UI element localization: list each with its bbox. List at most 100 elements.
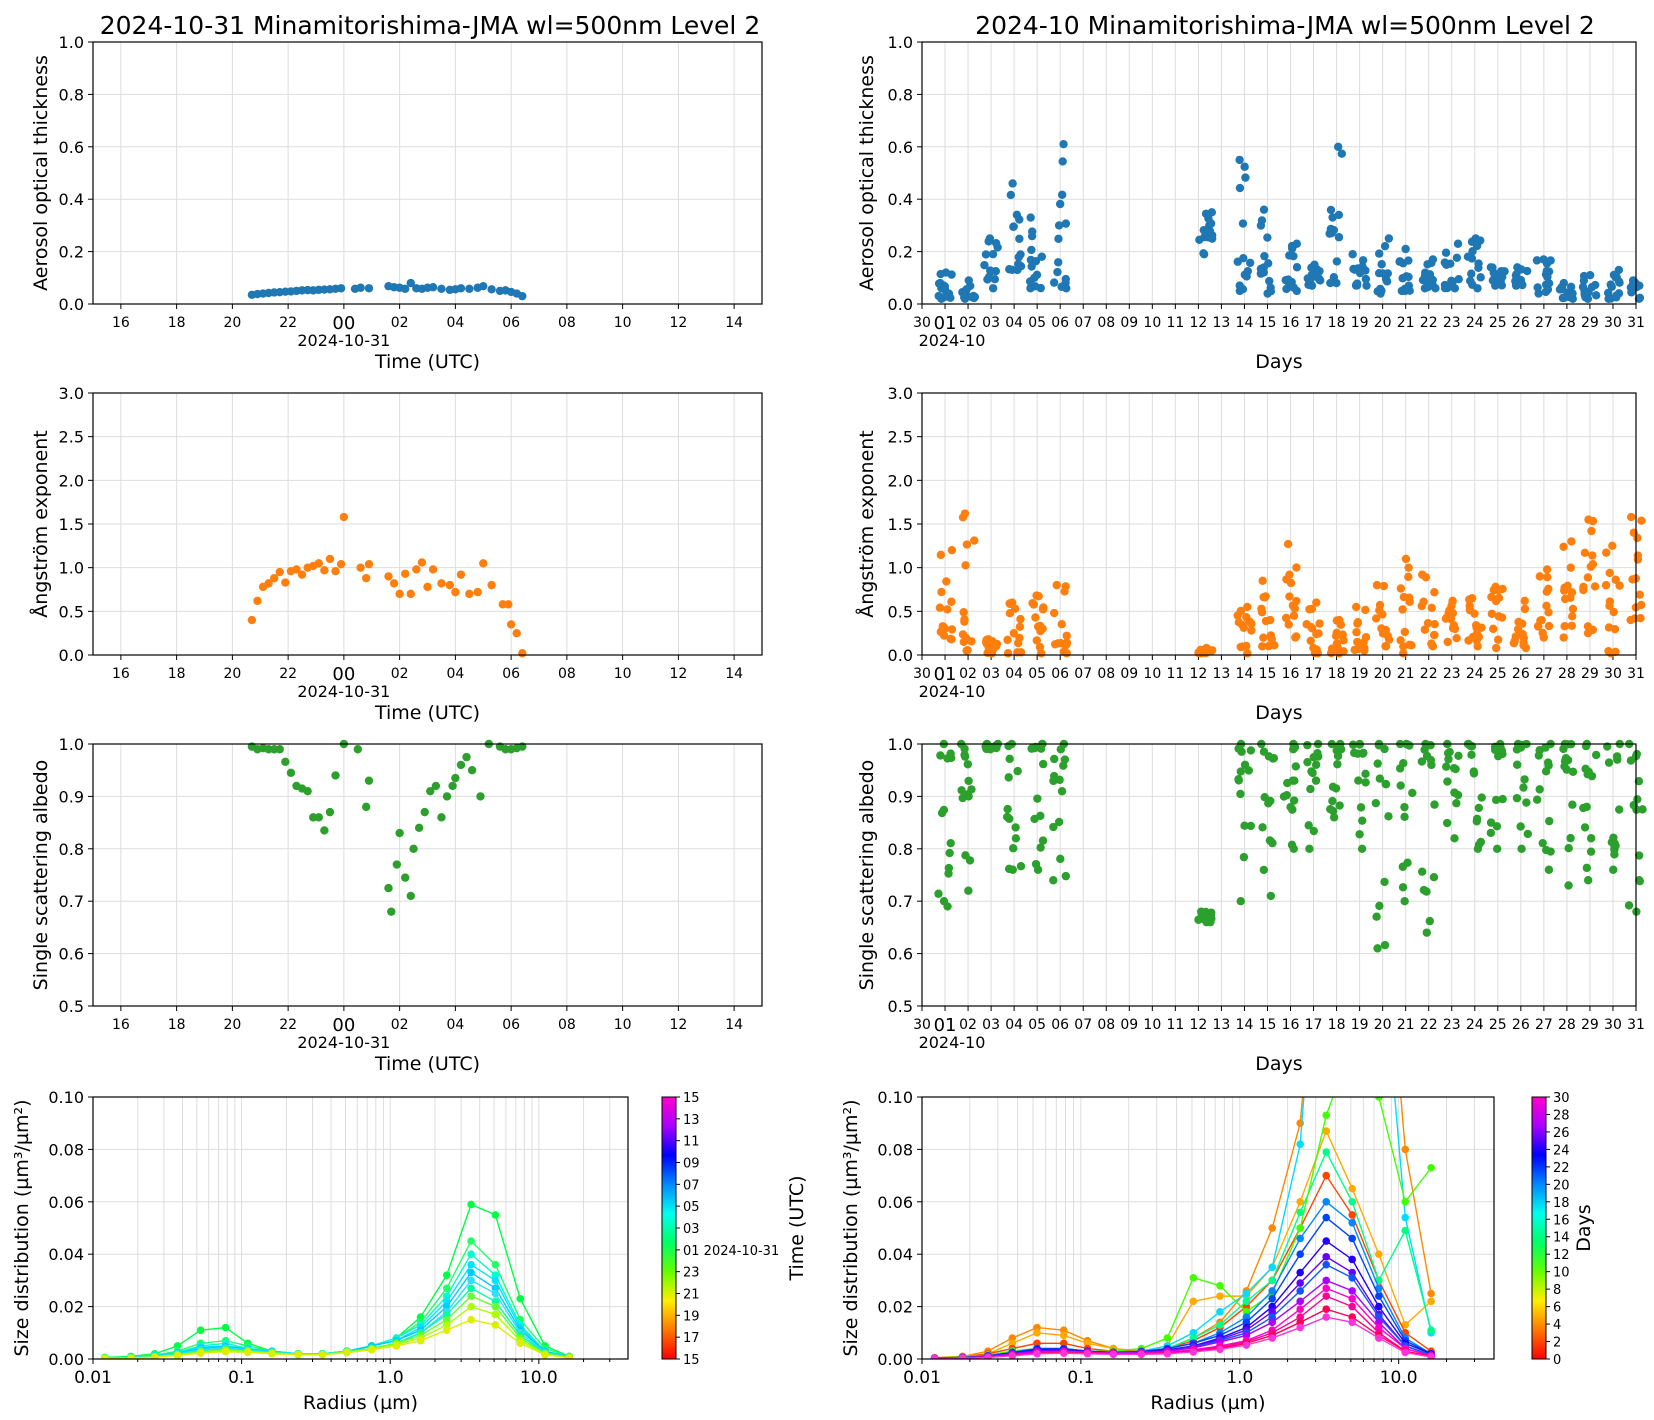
data-point	[1398, 605, 1407, 614]
series-marker	[1348, 1198, 1357, 1206]
data-point	[1423, 282, 1433, 292]
data-point	[1014, 252, 1023, 262]
data-point	[451, 773, 460, 783]
data-point	[1358, 256, 1368, 265]
data-point	[297, 570, 307, 579]
data-point	[1372, 614, 1381, 623]
data-point	[1234, 776, 1243, 785]
x-tick-label: 1.0	[377, 1368, 404, 1388]
x-tick-label: 30	[1604, 315, 1622, 331]
x-tick-label: 06	[502, 1017, 520, 1033]
y-axis-label: Aerosol optical thickness	[30, 55, 52, 291]
date-label: 2024-10-31	[297, 1033, 390, 1052]
x-tick-label: 12	[1189, 1017, 1207, 1033]
data-point	[1609, 865, 1618, 874]
data-point	[1627, 288, 1636, 297]
series-marker	[1322, 1127, 1331, 1135]
series-marker	[127, 1354, 135, 1359]
x-tick-label: 30	[1604, 1017, 1622, 1033]
x-tick-label: 31	[1627, 315, 1645, 331]
x-tick-label: 04	[446, 666, 464, 682]
data-point	[1264, 799, 1273, 808]
data-point	[1383, 269, 1392, 278]
series-marker	[1348, 1211, 1357, 1219]
data-point	[988, 644, 997, 654]
x-tick-label: 03	[982, 315, 1000, 331]
plot-area: 0.00.20.40.60.81.016 18 20 22 00 02 04 06 08 10 12…	[11, 33, 1647, 1414]
series-marker	[1348, 1268, 1357, 1277]
data-point	[1590, 582, 1600, 591]
colorbar-tick-label: 16	[1553, 1213, 1570, 1228]
data-point	[1305, 605, 1314, 614]
data-point	[1417, 757, 1427, 766]
series-marker	[1401, 1321, 1410, 1329]
series-marker	[467, 1315, 475, 1324]
data-point	[961, 561, 970, 570]
data-point	[264, 579, 273, 588]
data-point	[1375, 606, 1384, 615]
data-point	[1591, 750, 1601, 760]
data-point	[1538, 628, 1547, 638]
data-point	[1579, 585, 1588, 595]
y-tick-label: 0.00	[877, 1350, 913, 1369]
series-marker	[442, 1284, 451, 1293]
data-point	[1442, 613, 1451, 622]
size-panel-1: 0.01 0.1 1.0 10.0 0.00 0.02 0.04 0.06 0.08 0.10 Ra…	[840, 1088, 1495, 1414]
daily-panel-0: 0.0 0.2 0.4 0.6 0.8 1.0 16 18 20 22 00 02 04 06 08 10 12…	[30, 33, 763, 373]
data-point	[1542, 565, 1552, 574]
data-point	[1375, 901, 1384, 911]
x-tick-label: 14	[1236, 666, 1254, 682]
data-point	[1291, 762, 1301, 771]
series-marker	[541, 1351, 549, 1359]
data-point	[1016, 614, 1025, 624]
y-tick-label: 1.0	[59, 735, 84, 754]
series-marker	[1296, 1305, 1304, 1314]
data-point	[1425, 916, 1435, 926]
data-point	[1259, 865, 1269, 875]
colorbar-tick-label: 26	[1553, 1126, 1570, 1141]
series-marker	[1322, 1260, 1331, 1269]
data-point	[320, 566, 329, 575]
data-point	[1467, 750, 1476, 760]
data-point	[1287, 840, 1297, 850]
colorbar-tick-label: 03	[683, 1222, 700, 1237]
series-marker	[1322, 1213, 1331, 1222]
data-point	[1199, 249, 1208, 258]
data-point	[1634, 876, 1644, 885]
data-point	[1469, 769, 1479, 778]
data-point	[1538, 838, 1547, 848]
x-tick-label: 21	[1397, 666, 1415, 682]
x-tick-label: 08	[1097, 1017, 1115, 1033]
data-point	[943, 605, 952, 614]
y-tick-label: 0.2	[888, 243, 913, 262]
x-tick-label: 04	[446, 1017, 464, 1033]
data-point	[336, 284, 346, 293]
data-point	[984, 272, 994, 281]
data-point	[1061, 641, 1070, 650]
data-point	[1353, 617, 1363, 627]
data-point	[1488, 276, 1498, 285]
data-point	[958, 513, 968, 522]
series-marker	[1242, 1297, 1251, 1306]
data-point	[1358, 816, 1367, 825]
series-marker	[1242, 1308, 1251, 1316]
data-point	[275, 745, 284, 754]
data-point	[1032, 636, 1041, 645]
data-point	[1284, 275, 1293, 284]
data-point	[936, 751, 945, 760]
x-tick-label: 05	[1028, 315, 1046, 331]
series-marker	[1059, 1331, 1068, 1340]
x-tick-label: 15	[1259, 666, 1277, 682]
data-point	[353, 745, 363, 754]
x-tick-label: 17	[1305, 315, 1323, 331]
x-tick-label: 21	[1397, 315, 1415, 331]
x-tick-label: 29	[1581, 1017, 1599, 1033]
y-tick-label: 0.8	[59, 85, 84, 104]
data-point	[940, 624, 950, 633]
series-marker	[1348, 1287, 1357, 1295]
x-tick-label: 30	[1604, 666, 1622, 682]
series-line	[104, 1203, 570, 1359]
date-label: 2024-10	[919, 1033, 986, 1052]
x-tick-label: 04	[1005, 1017, 1023, 1033]
data-point	[1306, 784, 1315, 794]
